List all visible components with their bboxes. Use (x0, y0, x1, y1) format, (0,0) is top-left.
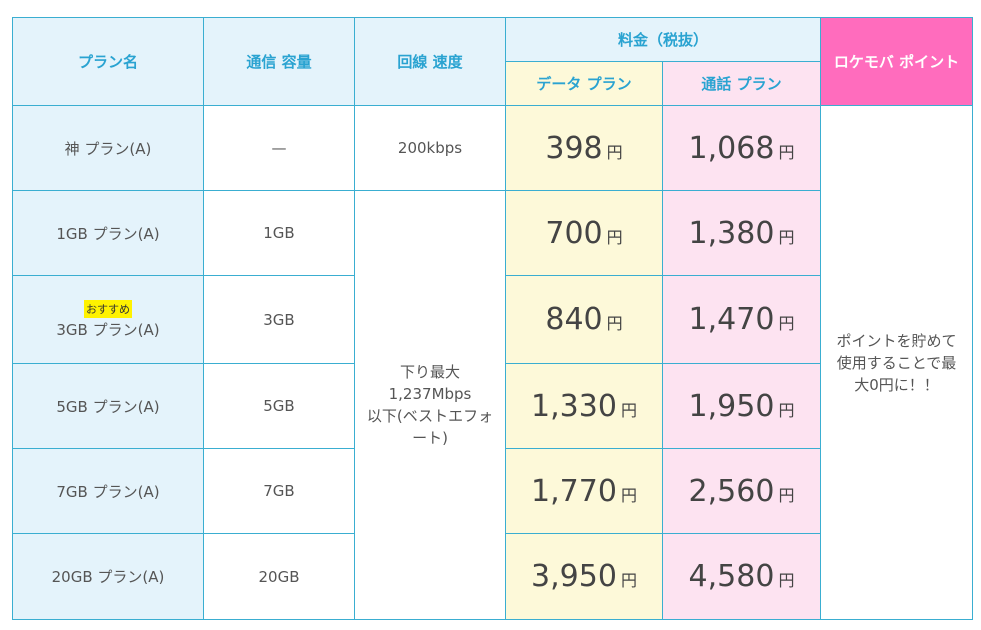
plan-price-table: プラン名 通信 容量 回線 速度 料金（税抜） ロケモバ ポイント データ プラ… (12, 17, 974, 620)
speed-line: 1,237Mbps (388, 385, 472, 403)
yen-unit: 円 (606, 142, 623, 162)
yen-unit: 円 (620, 485, 637, 505)
speed-line: 以下(ベストエフォ (366, 407, 494, 425)
data-price: 1,770 (531, 473, 617, 509)
data-price-cell: 398 円 (505, 105, 663, 191)
capacity-cell: 5GB (203, 363, 355, 449)
recommended-badge: おすすめ (84, 300, 132, 318)
table-row: 神 プラン(A) — 200kbps 398 円 1,068 円 ポイントを貯めて … (12, 105, 974, 620)
header-plan-name: プラン名 (12, 17, 204, 106)
data-price: 700 (545, 215, 603, 251)
voice-price: 1,470 (688, 302, 775, 337)
voice-price: 1,068 (688, 130, 775, 166)
voice-price-cell: 1,380 円 (661, 190, 822, 276)
header-data-plan: データ プラン (505, 61, 663, 106)
table-row: おすすめ 3GB プラン(A) 3GB 840 円 1,470 円 (12, 275, 973, 364)
speed-cell-kami: 200kbps (354, 105, 506, 191)
voice-price-cell: 1,068 円 (661, 105, 822, 191)
voice-price: 4,580 (688, 559, 775, 594)
yen-unit: 円 (620, 400, 637, 420)
points-description: ポイントを貯めて 使用することで最 大0円に！！ (820, 105, 974, 620)
data-price-cell: 3,950 円 (505, 533, 663, 620)
yen-unit: 円 (778, 400, 795, 420)
data-price-cell: 1,770 円 (505, 448, 663, 534)
data-price-cell: 840 円 (505, 275, 663, 364)
data-price: 3,950 (531, 559, 617, 594)
voice-price: 2,560 (688, 473, 775, 509)
voice-price-cell: 1,950 円 (661, 363, 822, 449)
data-price: 1,330 (531, 388, 617, 424)
points-line: 使用することで最 (836, 353, 957, 372)
table-row: 7GB プラン(A) 7GB 1,770 円 2,560 円 (12, 448, 973, 534)
plan-name-cell: 神 プラン(A) (12, 105, 204, 191)
plan-name: 3GB プラン(A) (56, 321, 160, 339)
data-price: 840 (545, 302, 603, 337)
speed-line: ート) (412, 429, 448, 447)
yen-unit: 円 (778, 227, 795, 247)
capacity-cell: 20GB (203, 533, 355, 620)
header-speed: 回線 速度 (354, 17, 506, 106)
voice-price: 1,950 (688, 388, 775, 424)
yen-unit: 円 (778, 571, 795, 590)
points-line: 大0円に！！ (854, 375, 939, 394)
yen-unit: 円 (778, 142, 795, 162)
table-row: 1GB プラン(A) 1GB 下り最大 1,237Mbps 以下(ベストエフォ … (12, 190, 973, 620)
speed-cell-others: 下り最大 1,237Mbps 以下(ベストエフォ ート) (354, 190, 506, 620)
voice-price-cell: 4,580 円 (661, 533, 822, 620)
capacity-cell: 1GB (203, 190, 355, 276)
table-row: 20GB プラン(A) 20GB 3,950 円 4,580 円 (12, 533, 973, 620)
plan-name-cell: 20GB プラン(A) (12, 533, 204, 620)
speed-line: 下り最大 (399, 363, 460, 381)
yen-unit: 円 (606, 227, 623, 247)
data-price: 398 (545, 130, 603, 166)
voice-price-cell: 1,470 円 (661, 275, 822, 364)
data-price-cell: 700 円 (505, 190, 663, 276)
header-capacity: 通信 容量 (203, 17, 355, 106)
capacity-cell: — (203, 105, 355, 191)
capacity-cell: 3GB (203, 275, 355, 364)
data-price-cell: 1,330 円 (505, 363, 663, 449)
yen-unit: 円 (606, 314, 623, 333)
plan-name-cell: 1GB プラン(A) (12, 190, 204, 276)
points-line: ポイントを貯めて (836, 331, 957, 350)
yen-unit: 円 (778, 314, 795, 333)
voice-price: 1,380 (688, 215, 775, 251)
yen-unit: 円 (778, 485, 795, 505)
yen-unit: 円 (620, 571, 637, 590)
capacity-cell: 7GB (203, 448, 355, 534)
header-points: ロケモバ ポイント (820, 17, 974, 106)
plan-name-cell: おすすめ 3GB プラン(A) (12, 275, 204, 364)
plan-name-cell: 7GB プラン(A) (12, 448, 204, 534)
voice-price-cell: 2,560 円 (661, 448, 822, 534)
header-voice-plan: 通話 プラン (661, 61, 822, 106)
plan-name-cell: 5GB プラン(A) (12, 363, 204, 449)
header-price-group: 料金（税抜） (504, 17, 822, 62)
